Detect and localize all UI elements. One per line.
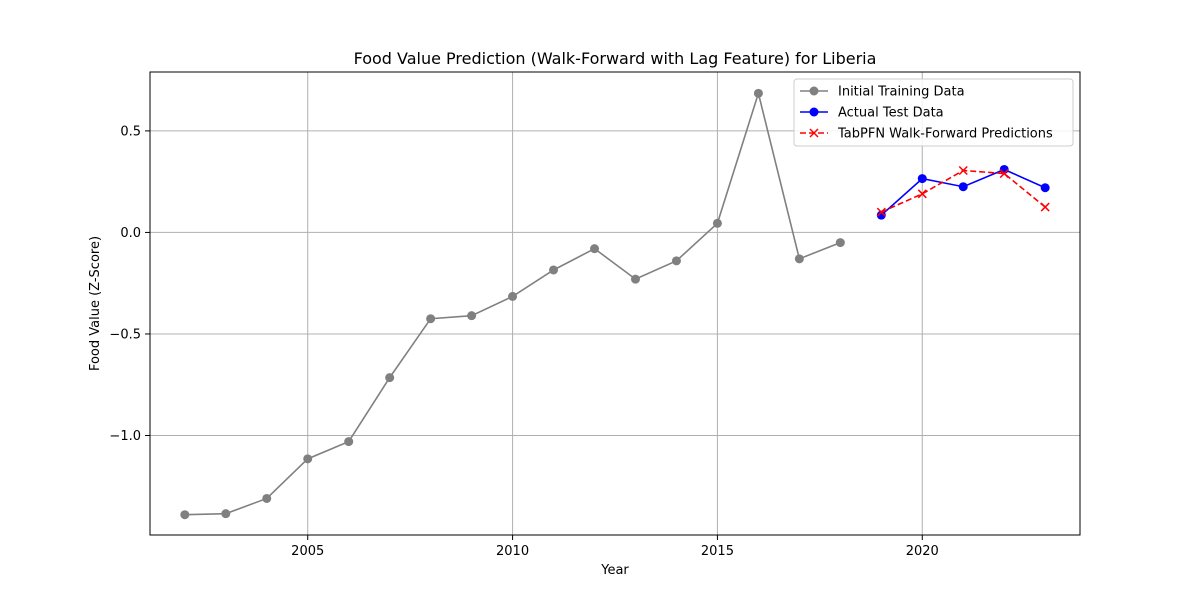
- data-point: [303, 454, 313, 464]
- legend-swatch-marker: [809, 86, 819, 96]
- legend-item: Actual Test Data: [800, 106, 944, 121]
- legend-label: TabPFN Walk-Forward Predictions: [837, 127, 1053, 142]
- series-3: [876, 165, 1050, 217]
- data-point: [221, 509, 231, 519]
- data-point: [753, 88, 763, 98]
- data-point: [876, 207, 886, 217]
- data-point: [917, 174, 927, 184]
- series-layer: [180, 88, 1050, 520]
- x-tick-label: 2020: [906, 544, 939, 559]
- data-point: [467, 311, 477, 321]
- data-point: [508, 291, 518, 301]
- series-2: [876, 164, 1050, 220]
- y-tick-label: 0.0: [120, 226, 141, 241]
- data-point: [794, 254, 804, 264]
- data-point: [590, 244, 600, 254]
- data-point: [876, 210, 886, 220]
- y-tick-label: −1.0: [109, 429, 141, 444]
- legend-item: TabPFN Walk-Forward Predictions: [800, 127, 1053, 142]
- data-point: [999, 169, 1009, 179]
- data-point: [917, 189, 927, 199]
- data-point: [180, 510, 190, 520]
- series-line: [880, 168, 1046, 216]
- data-point: [1040, 202, 1050, 212]
- data-point: [630, 274, 640, 284]
- y-tick-label: 0.5: [120, 124, 141, 139]
- data-point: [262, 493, 272, 503]
- series-1: [180, 88, 845, 520]
- y-axis-label: Food Value (Z-Score): [88, 236, 103, 371]
- legend-item: Initial Training Data: [800, 85, 965, 100]
- legend-label: Actual Test Data: [838, 106, 944, 121]
- legend-swatch-marker: [809, 107, 819, 117]
- legend-box: [793, 78, 1074, 147]
- data-point: [1040, 183, 1050, 193]
- data-point: [426, 314, 436, 324]
- grid-lines: [150, 72, 1080, 535]
- data-point: [712, 218, 722, 228]
- y-tick-label: −0.5: [109, 327, 141, 342]
- data-point: [671, 256, 681, 266]
- chart-title: Food Value Prediction (Walk-Forward with…: [354, 49, 877, 68]
- legend: Initial Training Data Actual Test Data Tab…: [793, 78, 1074, 147]
- x-axis-label: Year: [600, 563, 629, 578]
- legend-label: Initial Training Data: [838, 85, 965, 100]
- data-point: [835, 238, 845, 248]
- axis-ticks: 2005 2010 2015 2020 −1.0 −0.5 0.0 0.5: [109, 124, 938, 559]
- data-point: [958, 165, 968, 176]
- x-tick-label: 2015: [701, 544, 734, 559]
- data-point: [549, 265, 559, 275]
- x-tick-label: 2005: [291, 544, 324, 559]
- data-point: [385, 373, 395, 383]
- x-tick-label: 2010: [496, 544, 529, 559]
- data-point: [958, 182, 968, 192]
- plot-frame: [149, 71, 1081, 536]
- data-point: [344, 437, 354, 447]
